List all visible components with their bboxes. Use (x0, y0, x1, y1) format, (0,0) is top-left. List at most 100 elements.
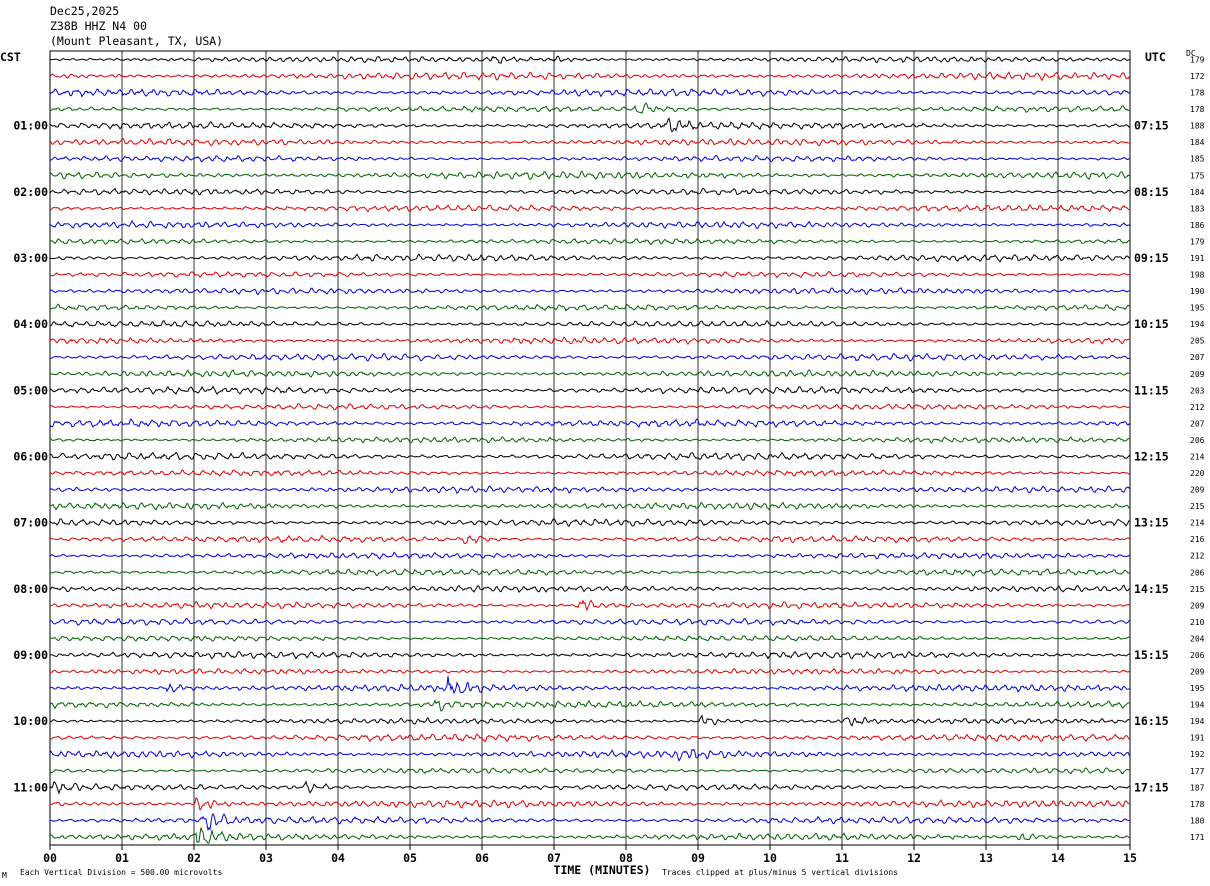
dc-offset-value: 215 (1190, 502, 1205, 511)
seismic-trace (49, 767, 1131, 775)
x-tick-label: 02 (187, 851, 201, 865)
dc-offset-value: 209 (1190, 486, 1205, 495)
seismic-trace (49, 418, 1131, 429)
seismic-trace (49, 501, 1131, 511)
left-hour-label: 07:00 (13, 516, 48, 530)
x-tick-label: 00 (43, 851, 57, 865)
dc-offset-value: 188 (1190, 122, 1205, 131)
dc-offset-value: 194 (1190, 717, 1205, 726)
left-hour-label: 05:00 (13, 383, 48, 397)
left-hour-label: 11:00 (13, 780, 48, 794)
right-hour-label: 12:15 (1134, 449, 1169, 463)
seismic-trace (49, 534, 1131, 545)
seismic-trace (49, 336, 1131, 345)
seismic-trace (49, 238, 1131, 245)
x-tick-label: 07 (547, 851, 561, 865)
seismic-trace (49, 203, 1131, 213)
header-station: Z38B HHZ N4 00 (50, 19, 147, 33)
dc-offset-value: 179 (1190, 55, 1205, 64)
clip-note: Traces clipped at plus/minus 5 vertical … (662, 868, 898, 877)
right-hour-label: 10:15 (1134, 317, 1169, 331)
dc-offset-value: 171 (1190, 833, 1205, 842)
seismic-trace (49, 485, 1131, 495)
left-hour-label: 02:00 (13, 185, 48, 199)
x-tick-label: 12 (907, 851, 921, 865)
dc-offset-value: 184 (1190, 188, 1205, 197)
dc-offset-value: 177 (1190, 767, 1205, 776)
dc-offset-value: 184 (1190, 138, 1205, 147)
dc-offset-value: 175 (1190, 171, 1205, 180)
seismic-trace (49, 55, 1131, 64)
seismic-trace (49, 567, 1131, 577)
dc-offset-value: 214 (1190, 519, 1205, 528)
seismic-trace (49, 634, 1131, 642)
seismic-trace (49, 812, 1131, 832)
seismic-trace (49, 436, 1131, 444)
right-timezone-label: UTC (1145, 50, 1166, 64)
seismic-trace (49, 599, 1131, 612)
dc-offset-value: 195 (1190, 304, 1205, 313)
dc-offset-value: 191 (1190, 254, 1205, 263)
left-timezone-label: CST (0, 50, 21, 64)
seismic-trace (49, 714, 1131, 727)
seismic-trace (49, 617, 1131, 627)
left-hour-label: 01:00 (13, 119, 48, 133)
seismic-trace (49, 319, 1131, 328)
right-hour-label: 13:15 (1134, 516, 1169, 530)
x-tick-label: 10 (763, 851, 777, 865)
dc-offset-value: 191 (1190, 734, 1205, 743)
dc-offset-value: 190 (1190, 287, 1205, 296)
dc-offset-value: 220 (1190, 469, 1205, 478)
right-hour-label: 09:15 (1134, 251, 1169, 265)
left-hour-label: 10:00 (13, 714, 48, 728)
x-tick-label: 06 (475, 851, 489, 865)
dc-offset-value: 187 (1190, 783, 1205, 792)
header-location: (Mount Pleasant, TX, USA) (50, 34, 223, 48)
x-tick-label: 05 (403, 851, 417, 865)
left-hour-label: 09:00 (13, 648, 48, 662)
seismic-trace (49, 517, 1131, 528)
dc-offset-value: 209 (1190, 370, 1205, 379)
right-hour-label: 07:15 (1134, 119, 1169, 133)
seismic-trace (49, 650, 1131, 660)
dc-offset-value: 210 (1190, 618, 1205, 627)
x-tick-label: 08 (619, 851, 633, 865)
seismic-trace (49, 368, 1131, 378)
x-tick-label: 01 (115, 851, 129, 865)
seismic-trace (49, 584, 1131, 593)
seismic-trace (49, 403, 1131, 411)
right-hour-label: 14:15 (1134, 582, 1169, 596)
dc-offset-value: 207 (1190, 419, 1205, 428)
dc-offset-value: 195 (1190, 684, 1205, 693)
seismic-trace (49, 219, 1131, 230)
right-hour-label: 08:15 (1134, 185, 1169, 199)
dc-offset-value: 205 (1190, 337, 1205, 346)
seismic-trace (49, 287, 1131, 296)
seismic-trace (49, 748, 1131, 762)
x-tick-label: 09 (691, 851, 705, 865)
corner-mark: M (2, 871, 7, 880)
header-date: Dec25,2025 (50, 4, 119, 18)
left-hour-label: 04:00 (13, 317, 48, 331)
dc-offset-value: 180 (1190, 816, 1205, 825)
dc-offset-value: 183 (1190, 204, 1205, 213)
dc-offset-value: 212 (1190, 403, 1205, 412)
seismic-trace (49, 797, 1131, 811)
x-tick-label: 13 (979, 851, 993, 865)
dc-offset-value: 207 (1190, 353, 1205, 362)
x-tick-label: 03 (259, 851, 273, 865)
dc-offset-value: 215 (1190, 585, 1205, 594)
seismic-trace (49, 154, 1131, 163)
dc-offset-value: 206 (1190, 436, 1205, 445)
seismic-trace (49, 253, 1131, 263)
scale-note: Each Vertical Division = 500.00 microvol… (20, 868, 222, 877)
dc-column-header: DC (1186, 49, 1196, 58)
dc-offset-value: 216 (1190, 535, 1205, 544)
dc-offset-value: 186 (1190, 221, 1205, 230)
dc-offset-value: 194 (1190, 320, 1205, 329)
dc-offset-value: 204 (1190, 634, 1205, 643)
seismic-trace (49, 551, 1131, 560)
seismic-trace (49, 676, 1131, 695)
x-tick-label: 15 (1123, 851, 1137, 865)
